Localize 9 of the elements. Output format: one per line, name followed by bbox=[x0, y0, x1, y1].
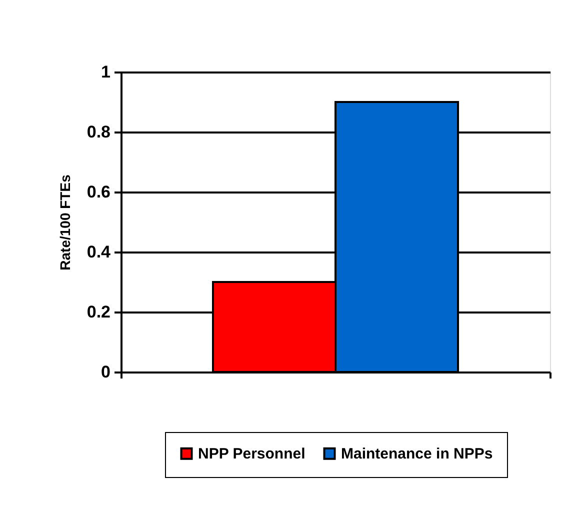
y-tick-label: 0.4 bbox=[86, 242, 112, 262]
y-tick-label: 0.8 bbox=[86, 122, 110, 142]
y-axis-title: Rate/100 FTEs bbox=[56, 174, 73, 270]
y-tick-label: 0.6 bbox=[86, 182, 110, 202]
legend-label: NPP Personnel bbox=[198, 446, 306, 463]
y-tick-label: 1 bbox=[101, 62, 110, 82]
legend-label: Maintenance in NPPs bbox=[341, 446, 493, 463]
y-tick-label: 0.2 bbox=[86, 302, 110, 322]
y-tick-label: 0 bbox=[101, 362, 110, 382]
